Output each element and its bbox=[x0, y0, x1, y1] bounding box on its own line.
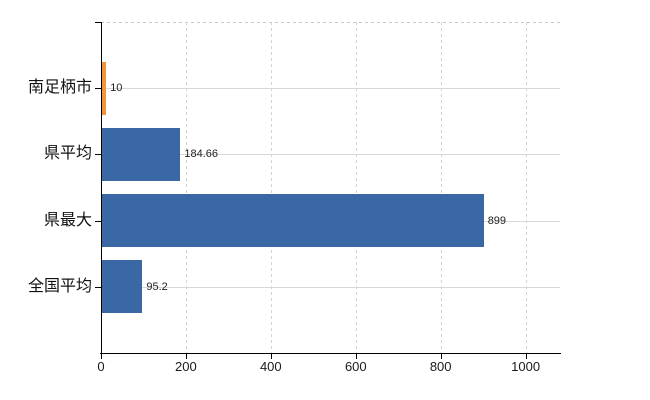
grid-line-horizontal bbox=[101, 154, 560, 156]
y-axis-tick bbox=[95, 88, 101, 90]
category-label: 全国平均 bbox=[27, 277, 92, 295]
y-axis-tick bbox=[95, 286, 101, 288]
bar-value-label: 95.2 bbox=[146, 280, 168, 293]
x-axis-tick bbox=[101, 354, 102, 359]
category-label: 南足柄市 bbox=[27, 79, 92, 97]
grid-line-vertical bbox=[185, 22, 187, 353]
grid-line-vertical bbox=[440, 22, 442, 353]
bar-value-label: 10 bbox=[110, 82, 123, 95]
plot-area: 10 184.66 899 95.2 bbox=[101, 22, 560, 353]
y-axis-line bbox=[101, 22, 102, 354]
x-tick-label: 0 bbox=[97, 359, 105, 374]
grid-line-horizontal bbox=[101, 88, 560, 90]
x-axis-line bbox=[100, 353, 561, 354]
x-axis-tick bbox=[440, 354, 442, 359]
y-axis-end-tick bbox=[95, 22, 101, 23]
category-label: 県平均 bbox=[43, 145, 92, 163]
grid-line-vertical bbox=[270, 22, 272, 353]
x-axis-tick bbox=[525, 354, 527, 359]
grid-line-vertical bbox=[525, 22, 527, 353]
x-tick-label: 600 bbox=[344, 359, 367, 374]
y-axis-tick bbox=[95, 154, 101, 156]
bar-value-label: 184.66 bbox=[184, 148, 219, 161]
grid-line-horizontal bbox=[101, 286, 560, 288]
x-axis-tick bbox=[355, 354, 357, 359]
bar bbox=[102, 194, 484, 248]
x-tick-label: 200 bbox=[175, 359, 197, 374]
category-label: 県最大 bbox=[43, 211, 92, 229]
bar bbox=[102, 260, 143, 314]
x-tick-label: 800 bbox=[429, 359, 452, 374]
x-tick-label: 1000 bbox=[511, 359, 541, 374]
bar-value-label: 899 bbox=[487, 214, 507, 227]
x-axis-tick bbox=[185, 354, 187, 359]
x-tick-label: 400 bbox=[259, 359, 282, 374]
plot-top-border bbox=[101, 22, 560, 23]
bar bbox=[102, 127, 181, 181]
bar bbox=[102, 61, 107, 115]
grid-line-vertical bbox=[355, 22, 357, 353]
x-axis-tick bbox=[270, 354, 272, 359]
y-axis-tick bbox=[95, 220, 101, 222]
